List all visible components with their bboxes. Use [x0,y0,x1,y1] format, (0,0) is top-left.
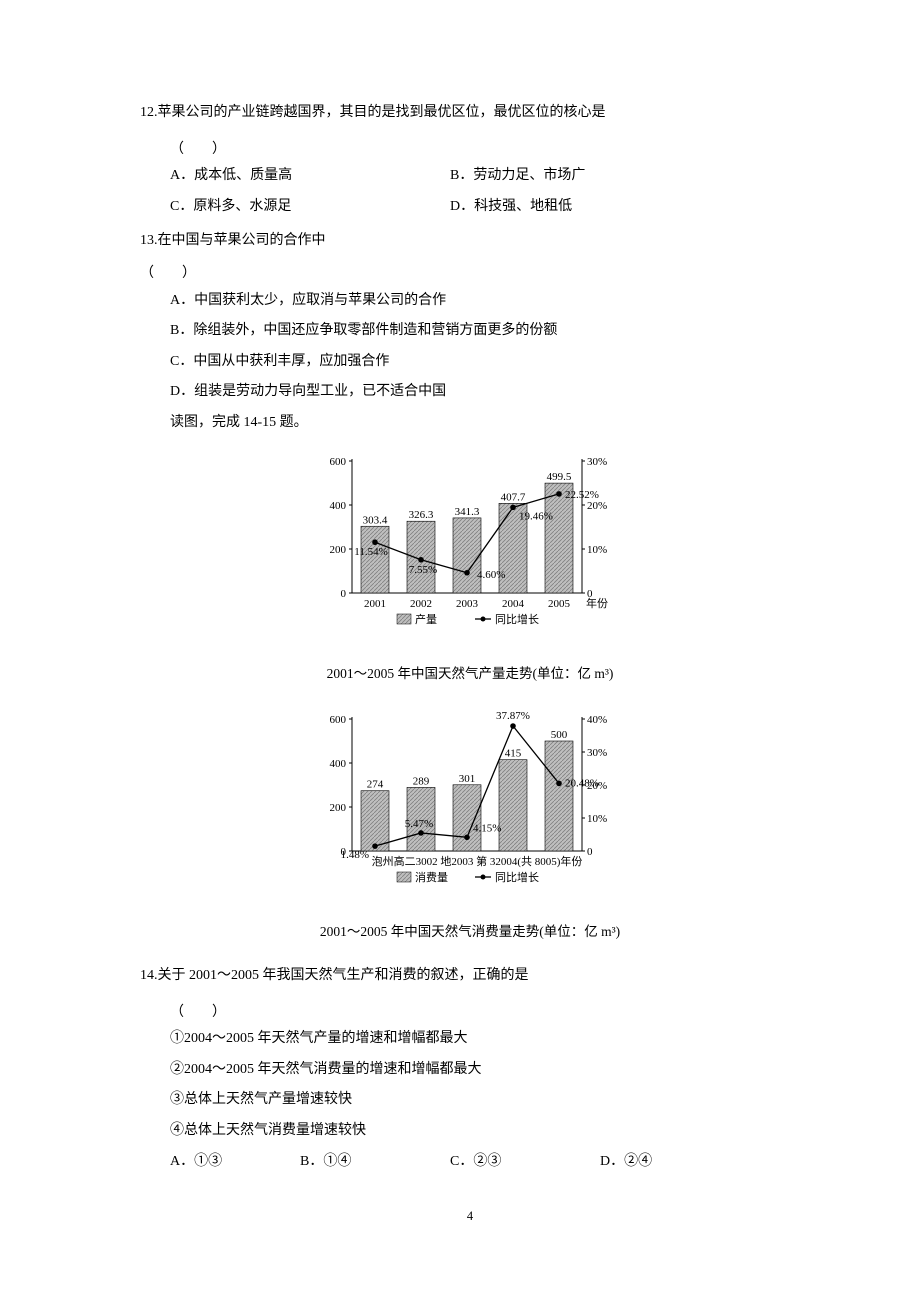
svg-text:400: 400 [330,500,347,512]
svg-text:4.60%: 4.60% [477,568,505,580]
q14-text: 14.关于 2001～2005 年我国天然气生产和消费的叙述，正确的是 [140,963,800,990]
q13-opt-c: C．中国从中获利丰厚，应加强合作 [170,349,800,376]
svg-text:303.4: 303.4 [363,514,388,526]
q14-opts: A．①③ B．①④ C．②③ D．②④ [170,1149,800,1176]
question-14: 14.关于 2001～2005 年我国天然气生产和消费的叙述，正确的是 （ ） … [140,963,800,1175]
svg-text:同比增长: 同比增长 [495,870,539,884]
q12-opts-row1: A．成本低、质量高 B．劳动力足、市场广 [170,163,800,190]
q14-s3: ③总体上天然气产量增速较快 [170,1087,800,1114]
svg-text:341.3: 341.3 [455,505,480,517]
q14-s1: ①2004～2005 年天然气产量的增速和增幅都最大 [170,1026,800,1053]
svg-text:同比增长: 同比增长 [495,612,539,626]
q13-opt-b: B．除组装外，中国还应争取零部件制造和营销方面更多的份额 [170,318,800,345]
svg-text:326.3: 326.3 [409,509,434,521]
svg-text:2004: 2004 [502,598,525,610]
chart-2: 0200400600010%20%30%40%2742893014155001.… [140,705,800,906]
q13-text: 13.在中国与苹果公司的合作中 [140,228,800,255]
q12-opt-c: C．原料多、水源足 [170,194,450,221]
q14-s4: ④总体上天然气消费量增速较快 [170,1118,800,1145]
q12-opt-d: D．科技强、地租低 [450,194,572,221]
chart2-svg: 0200400600010%20%30%40%2742893014155001.… [310,705,630,895]
chart-1: 0200400600010%20%30%303.4326.3341.3407.7… [140,447,800,648]
q13-opt-d: D．组装是劳动力导向型工业，已不适合中国 [170,379,800,406]
svg-text:泡州高二3002 地2003 第 32004(共 8005): 泡州高二3002 地2003 第 32004(共 8005)年份 [372,854,583,868]
svg-text:30%: 30% [587,456,607,468]
svg-text:200: 200 [330,802,347,814]
svg-text:0: 0 [587,846,593,858]
svg-text:37.87%: 37.87% [496,710,530,722]
svg-text:274: 274 [367,778,384,790]
page-number: 4 [140,1205,800,1229]
q14-opt-c: C．②③ [450,1149,600,1176]
q12-paren: （ ） [170,137,226,164]
q13-opt-a: A．中国获利太少，应取消与苹果公司的合作 [170,288,800,315]
svg-text:500: 500 [551,729,568,741]
svg-text:600: 600 [330,714,347,726]
chart2-caption: 2001～2005 年中国天然气消费量走势(单位：亿 m³) [140,919,800,945]
svg-text:产量: 产量 [415,612,437,626]
svg-text:10%: 10% [587,544,607,556]
svg-text:2002: 2002 [410,598,432,610]
question-12: 12.苹果公司的产业链跨越国界，其目的是找到最优区位，最优区位的核心是 （ ） … [140,100,800,220]
question-13: 13.在中国与苹果公司的合作中 （ ） A．中国获利太少，应取消与苹果公司的合作… [140,228,800,436]
svg-text:7.55%: 7.55% [409,563,437,575]
q14-paren: （ ） [170,1000,226,1027]
q12-text: 12.苹果公司的产业链跨越国界，其目的是找到最优区位，最优区位的核心是 [140,100,800,127]
q13-opts: A．中国获利太少，应取消与苹果公司的合作 B．除组装外，中国还应争取零部件制造和… [170,288,800,406]
svg-text:2001: 2001 [364,598,386,610]
q14-s2: ②2004～2005 年天然气消费量的增速和增幅都最大 [170,1057,800,1084]
svg-text:2003: 2003 [456,598,479,610]
q14-opt-d: D．②④ [600,1149,652,1176]
svg-text:10%: 10% [587,813,607,825]
q14-opt-a: A．①③ [170,1149,300,1176]
svg-text:5.47%: 5.47% [405,818,433,830]
svg-text:年份: 年份 [586,596,608,610]
q14-opt-b: B．①④ [300,1149,450,1176]
q14-subs: ①2004～2005 年天然气产量的增速和增幅都最大 ②2004～2005 年天… [170,1026,800,1144]
svg-text:20%: 20% [587,500,607,512]
svg-text:30%: 30% [587,747,607,759]
svg-text:11.54%: 11.54% [354,546,388,558]
q13-paren: （ ） [140,261,800,288]
q12-opts-row2: C．原料多、水源足 D．科技强、地租低 [170,194,800,221]
svg-text:301: 301 [459,773,476,785]
svg-text:415: 415 [505,747,522,759]
svg-text:400: 400 [330,758,347,770]
svg-text:600: 600 [330,456,347,468]
q12-opt-a: A．成本低、质量高 [170,163,450,190]
svg-text:消费量: 消费量 [415,870,448,884]
q12-opt-b: B．劳动力足、市场广 [450,163,585,190]
svg-text:289: 289 [413,775,430,787]
svg-text:499.5: 499.5 [547,471,572,483]
svg-text:22.52%: 22.52% [565,488,599,500]
read-instruction: 读图，完成 14-15 题。 [170,410,800,437]
chart1-caption: 2001～2005 年中国天然气产量走势(单位：亿 m³) [140,661,800,687]
svg-text:20.48%: 20.48% [565,777,599,789]
svg-text:40%: 40% [587,714,607,726]
svg-text:0: 0 [341,588,347,600]
svg-text:2005: 2005 [548,598,571,610]
svg-text:19.46%: 19.46% [519,510,553,522]
svg-text:407.7: 407.7 [501,491,526,503]
svg-text:200: 200 [330,544,347,556]
chart1-svg: 0200400600010%20%30%303.4326.3341.3407.7… [310,447,630,637]
svg-text:4.15%: 4.15% [473,822,501,834]
svg-text:1.48%: 1.48% [341,849,369,861]
